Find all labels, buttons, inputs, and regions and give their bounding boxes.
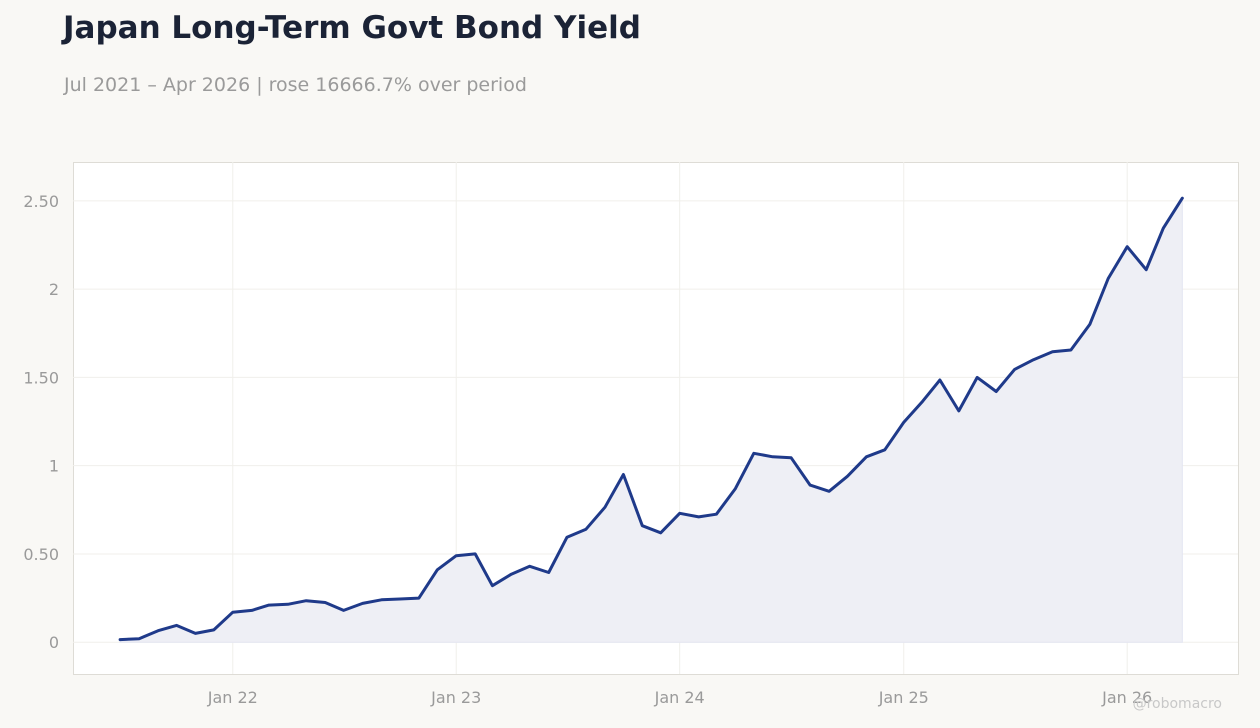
watermark: @robomacro bbox=[1132, 696, 1222, 712]
y-tick-label: 0 bbox=[49, 633, 59, 652]
series-line bbox=[118, 196, 1184, 642]
y-tick-label: 1 bbox=[49, 457, 59, 476]
y-tick-label: 1.50 bbox=[23, 368, 59, 387]
y-tick-label: 2.50 bbox=[23, 192, 59, 211]
y-tick-label: 0.50 bbox=[23, 545, 59, 564]
x-tick-label: Jan 25 bbox=[878, 688, 929, 707]
line-layer bbox=[118, 196, 1184, 642]
x-tick-label: Jan 24 bbox=[654, 688, 705, 707]
x-tick-label: Jan 22 bbox=[207, 688, 258, 707]
y-tick-label: 2 bbox=[49, 280, 59, 299]
chart-title: Japan Long-Term Govt Bond Yield bbox=[63, 10, 641, 46]
y-axis: 0 0.50 1 1.50 2 2.50 bbox=[23, 192, 59, 652]
x-axis: Jan 22 Jan 23 Jan 24 Jan 25 Jan 26 bbox=[207, 688, 1153, 707]
x-tick-label: Jan 23 bbox=[430, 688, 481, 707]
x-tick-label: Jan 26 bbox=[1101, 688, 1152, 707]
chart-subtitle: Jul 2021 – Apr 2026 | rose 16666.7% over… bbox=[64, 74, 527, 96]
